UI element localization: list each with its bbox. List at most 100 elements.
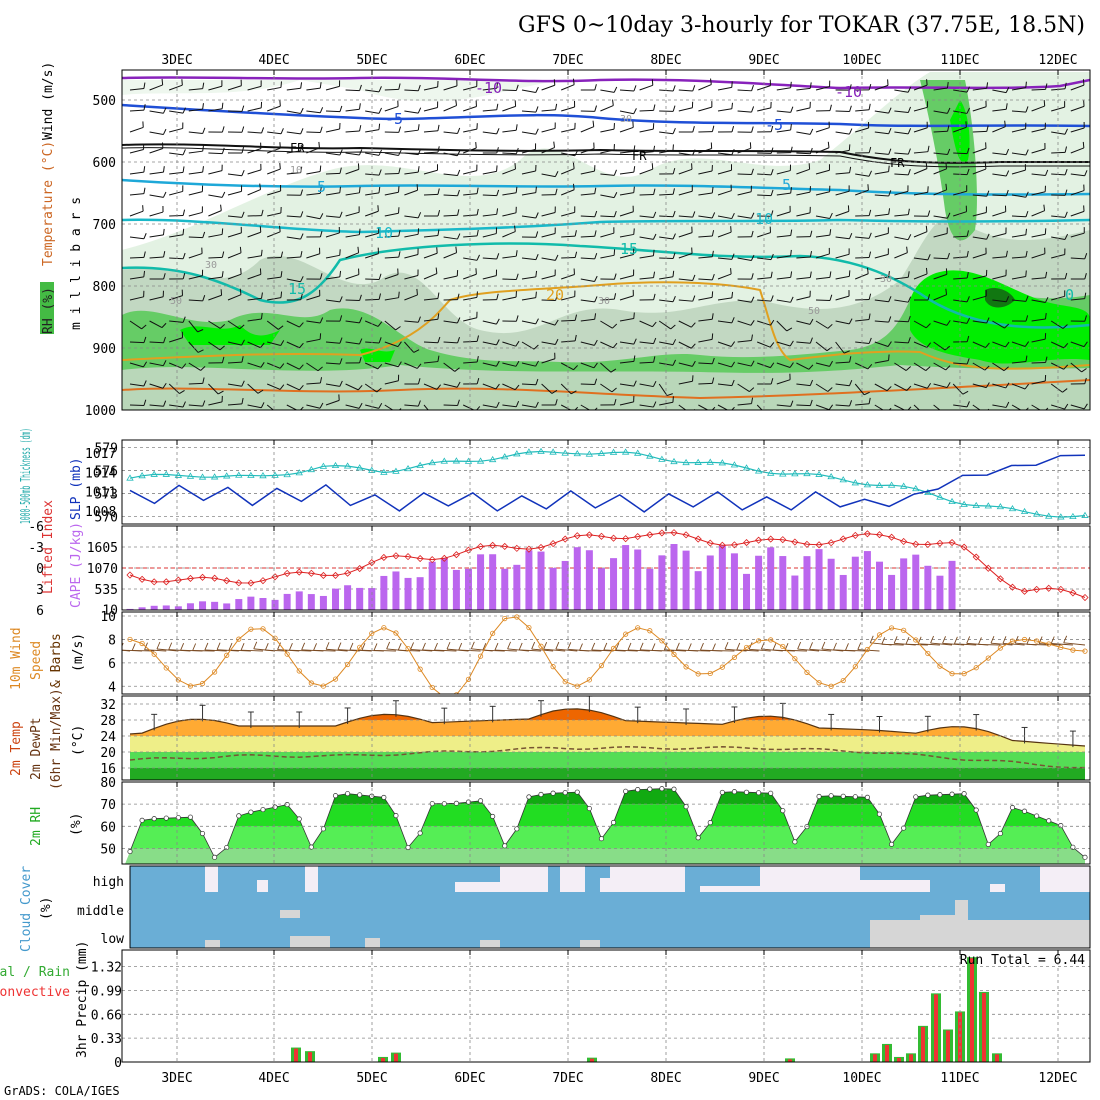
- wind-barb-flag: [905, 636, 910, 645]
- wind-barb: [149, 404, 164, 407]
- wind-barb-flag: [507, 641, 511, 650]
- wind-barb: [267, 190, 281, 196]
- wind-barb-flag: [300, 144, 302, 151]
- wind-barb-flag: [1064, 189, 1068, 196]
- wind-speed-point: [163, 665, 169, 671]
- wind-barb: [188, 131, 203, 134]
- wind-barb-flag: [907, 234, 912, 240]
- wind-barb: [972, 341, 986, 349]
- wind-barb-flag: [887, 341, 892, 347]
- wind-barb: [874, 404, 884, 410]
- wind-barb-flag: [531, 641, 536, 650]
- time-label: 7DEC: [552, 53, 583, 68]
- wind-barb: [267, 341, 281, 347]
- wind-barb: [345, 234, 360, 238]
- wind-barb: [809, 648, 832, 652]
- wind-barb: [188, 253, 203, 259]
- wind-barb: [286, 278, 301, 283]
- wind-barb: [325, 215, 340, 218]
- wind-barb: [972, 168, 987, 175]
- wind-barb-flag: [672, 127, 676, 134]
- wind-barb-flag: [1025, 191, 1029, 198]
- wind-barb: [894, 299, 909, 303]
- wind-barb-flag: [751, 334, 753, 341]
- cape-bar: [513, 564, 521, 610]
- wind-barb: [188, 362, 201, 371]
- wind-barb-flag: [301, 642, 306, 650]
- wind-barb: [325, 110, 341, 113]
- rh-point: [224, 844, 230, 851]
- wind-barb-flag: [1005, 296, 1010, 302]
- wind-barb: [384, 297, 399, 301]
- cape-bar: [948, 560, 956, 610]
- wind-barb-flag: [535, 86, 539, 93]
- wind-speed-point: [659, 638, 665, 644]
- wind-barb-flag: [476, 406, 481, 410]
- wind-barb: [306, 295, 320, 301]
- wind-barb: [423, 318, 438, 322]
- wind-barb-flag: [454, 367, 460, 372]
- wind-barb: [482, 320, 497, 325]
- wind-barb-flag: [514, 384, 520, 391]
- li-point: [380, 553, 388, 562]
- rh-point: [610, 819, 617, 826]
- wind-barb: [404, 152, 419, 156]
- wind-barb-flag: [359, 149, 363, 156]
- wind-barb-flag: [221, 102, 224, 109]
- wind-barb-flag: [435, 267, 438, 274]
- ylabel-convective: Convective: [0, 985, 70, 1000]
- slp-line: [129, 454, 1086, 513]
- cloud-block-high: [305, 866, 318, 892]
- wind-barb-flag: [496, 165, 498, 172]
- wind-barb: [169, 152, 184, 156]
- wind-barb-flag: [359, 317, 363, 324]
- wind-barb: [678, 320, 692, 328]
- wind-barb: [942, 642, 965, 646]
- wind-barb-flag: [457, 189, 460, 196]
- li-point: [972, 553, 980, 561]
- wind-barb-flag: [711, 125, 715, 132]
- wind-barb: [345, 320, 360, 324]
- wind-barb: [835, 190, 850, 196]
- wind-barb: [502, 129, 517, 133]
- wind-barb-flag: [772, 642, 777, 651]
- slp-tick-label: 1008: [85, 505, 116, 520]
- wind-barb-flag: [809, 379, 814, 386]
- wind-barb: [580, 341, 595, 346]
- cape-bar: [573, 547, 581, 610]
- wind-barb: [874, 232, 889, 238]
- wind-tick-label: 6: [108, 657, 116, 672]
- wind-barb-flag: [711, 250, 714, 257]
- wind-barb: [482, 233, 497, 238]
- wind-barb: [933, 168, 947, 175]
- wind-barb-flag: [279, 225, 281, 232]
- wind-barb: [1031, 88, 1046, 91]
- wind-barb-flag: [570, 390, 577, 395]
- wind-barb-flag: [712, 643, 716, 651]
- rh-point: [828, 793, 834, 799]
- wind-barb: [325, 85, 340, 91]
- li-point: [682, 531, 690, 539]
- wind-barb-flag: [279, 363, 285, 369]
- rh-point: [743, 789, 750, 795]
- wind-barb-flag: [161, 322, 167, 328]
- wind-barb-flag: [1044, 312, 1047, 320]
- wind-barb-flag: [182, 316, 186, 323]
- wind-barb-flag: [241, 105, 245, 112]
- wind-speed-point: [139, 640, 145, 647]
- wind-barb: [874, 276, 889, 280]
- wind-barb-flag: [731, 317, 735, 324]
- wind-barb: [639, 193, 654, 196]
- cape-bar: [452, 569, 460, 610]
- wind-barb: [404, 275, 419, 280]
- wind-barb: [619, 171, 634, 175]
- rh-point: [780, 808, 786, 814]
- wind-barb: [894, 362, 907, 371]
- wind-barb-flag: [711, 357, 715, 364]
- wind-barb: [129, 383, 144, 387]
- wind-barb: [482, 649, 505, 652]
- wind-barb: [619, 383, 634, 387]
- wind-barb-flag: [942, 636, 946, 644]
- rh-point: [961, 791, 967, 797]
- rh-point: [586, 805, 592, 812]
